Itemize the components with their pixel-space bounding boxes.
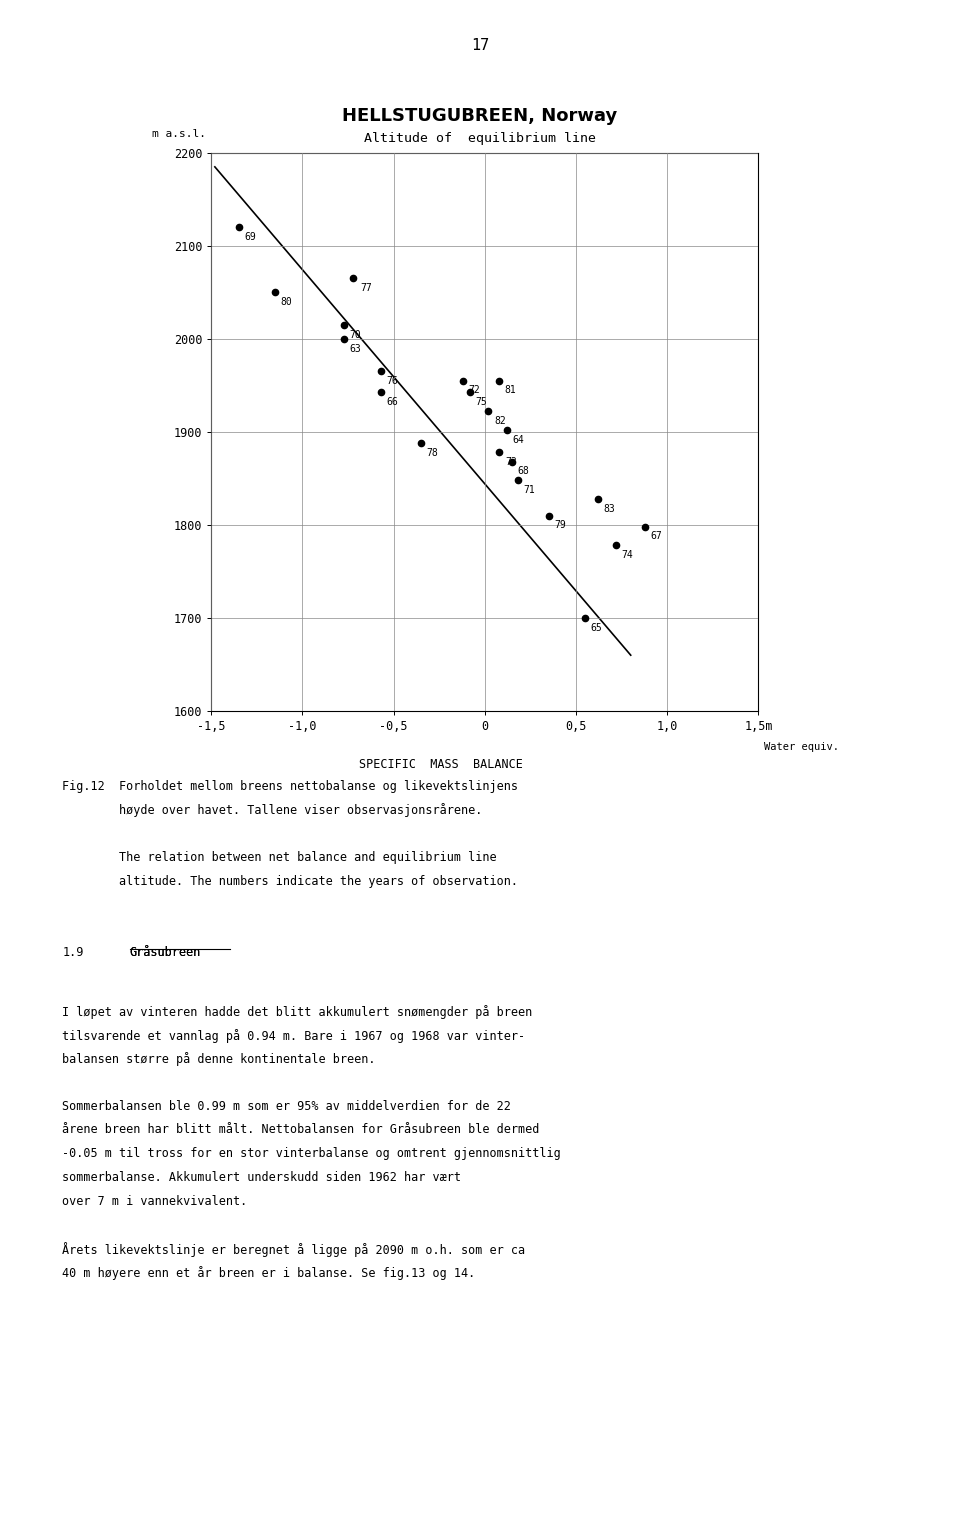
Text: 76: 76 <box>386 376 398 387</box>
Text: 74: 74 <box>622 550 634 560</box>
Text: 79: 79 <box>554 520 565 531</box>
Text: 66: 66 <box>386 396 398 407</box>
Text: sommerbalanse. Akkumulert underskudd siden 1962 har vært: sommerbalanse. Akkumulert underskudd sid… <box>62 1171 462 1183</box>
Text: 75: 75 <box>476 396 488 407</box>
Text: HELLSTUGUBREEN, Norway: HELLSTUGUBREEN, Norway <box>343 107 617 125</box>
Text: Gråsubreen: Gråsubreen <box>130 945 201 959</box>
Text: balansen større på denne kontinentale breen.: balansen større på denne kontinentale br… <box>62 1052 376 1066</box>
Text: -0.05 m til tross for en stor vinterbalanse og omtrent gjennomsnittlig: -0.05 m til tross for en stor vinterbala… <box>62 1147 562 1161</box>
Text: over 7 m i vannekvivalent.: over 7 m i vannekvivalent. <box>62 1194 248 1208</box>
Text: Gråsubreen: Gråsubreen <box>130 945 201 959</box>
Text: 72: 72 <box>468 385 480 396</box>
Text: 82: 82 <box>493 416 506 427</box>
Text: 80: 80 <box>280 297 292 307</box>
Text: 83: 83 <box>604 503 615 514</box>
Text: 64: 64 <box>513 434 524 445</box>
Text: 73: 73 <box>505 457 516 466</box>
Text: 77: 77 <box>361 283 372 294</box>
Text: Altitude of  equilibrium line: Altitude of equilibrium line <box>364 131 596 145</box>
Text: 78: 78 <box>426 448 438 457</box>
Text: m a.s.l.: m a.s.l. <box>152 128 205 139</box>
Text: høyde over havet. Tallene viser observasjonsrårene.: høyde over havet. Tallene viser observas… <box>62 804 483 818</box>
Text: 71: 71 <box>523 485 535 495</box>
Text: 40 m høyere enn et år breen er i balanse. Se fig.13 og 14.: 40 m høyere enn et år breen er i balanse… <box>62 1266 475 1280</box>
Text: Fig.12  Forholdet mellom breens nettobalanse og likevektslinjens: Fig.12 Forholdet mellom breens nettobala… <box>62 780 518 794</box>
Text: 70: 70 <box>349 330 362 339</box>
Text: 69: 69 <box>244 232 255 242</box>
Text: SPECIFIC  MASS  BALANCE: SPECIFIC MASS BALANCE <box>359 758 523 772</box>
Text: tilsvarende et vannlag på 0.94 m. Bare i 1967 og 1968 var vinter-: tilsvarende et vannlag på 0.94 m. Bare i… <box>62 1029 525 1043</box>
Text: altitude. The numbers indicate the years of observation.: altitude. The numbers indicate the years… <box>62 875 518 888</box>
Text: 1.9: 1.9 <box>62 945 84 959</box>
Text: 67: 67 <box>651 532 662 541</box>
Text: The relation between net balance and equilibrium line: The relation between net balance and equ… <box>62 850 497 864</box>
Text: Sommerbalansen ble 0.99 m som er 95% av middelverdien for de 22: Sommerbalansen ble 0.99 m som er 95% av … <box>62 1099 512 1113</box>
Text: 17: 17 <box>470 38 490 54</box>
Text: 81: 81 <box>505 385 516 396</box>
Text: I løpet av vinteren hadde det blitt akkumulert snømengder på breen: I løpet av vinteren hadde det blitt akku… <box>62 1005 533 1018</box>
Text: årene breen har blitt målt. Nettobalansen for Gråsubreen ble dermed: årene breen har blitt målt. Nettobalanse… <box>62 1124 540 1136</box>
Text: 68: 68 <box>517 466 529 477</box>
Text: Water equiv.: Water equiv. <box>764 742 839 752</box>
Text: 63: 63 <box>349 344 362 353</box>
Text: Årets likevektslinje er beregnet å ligge på 2090 m o.h. som er ca: Årets likevektslinje er beregnet å ligge… <box>62 1242 525 1257</box>
Text: 65: 65 <box>590 622 602 633</box>
